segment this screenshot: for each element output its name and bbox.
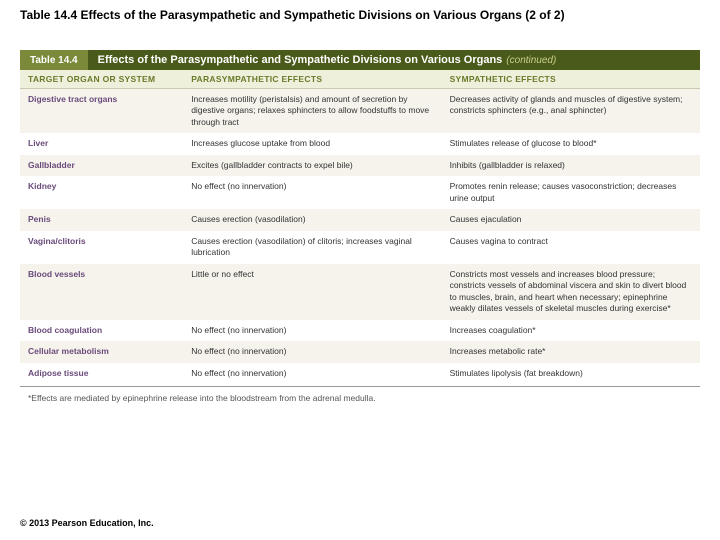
col-header-para: PARASYMPATHETIC EFFECTS — [183, 70, 441, 89]
cell-symp: Causes ejaculation — [442, 209, 700, 230]
cell-symp: Stimulates lipolysis (fat breakdown) — [442, 363, 700, 384]
cell-organ: Vagina/clitoris — [20, 231, 183, 264]
cell-symp: Inhibits (gallbladder is relaxed) — [442, 155, 700, 176]
cell-para: Excites (gallbladder contracts to expel … — [183, 155, 441, 176]
cell-symp: Increases metabolic rate* — [442, 341, 700, 362]
cell-organ: Kidney — [20, 176, 183, 209]
banner-continued: (continued) — [506, 55, 556, 66]
table-footnote: *Effects are mediated by epinephrine rel… — [20, 386, 700, 403]
cell-para: Increases glucose uptake from blood — [183, 133, 441, 154]
cell-para: No effect (no innervation) — [183, 363, 441, 384]
table-row: Kidney No effect (no innervation) Promot… — [20, 176, 700, 209]
table-header-row: TARGET ORGAN OR SYSTEM PARASYMPATHETIC E… — [20, 70, 700, 89]
cell-para: Causes erection (vasodilation) of clitor… — [183, 231, 441, 264]
banner-title-text: Effects of the Parasympathetic and Sympa… — [98, 54, 503, 66]
table-row: Vagina/clitoris Causes erection (vasodil… — [20, 231, 700, 264]
cell-organ: Digestive tract organs — [20, 89, 183, 134]
cell-symp: Stimulates release of glucose to blood* — [442, 133, 700, 154]
cell-symp: Increases coagulation* — [442, 320, 700, 341]
table-row: Liver Increases glucose uptake from bloo… — [20, 133, 700, 154]
cell-symp: Causes vagina to contract — [442, 231, 700, 264]
banner-table-title: Effects of the Parasympathetic and Sympa… — [88, 50, 700, 70]
slide-title: Table 14.4 Effects of the Parasympatheti… — [0, 0, 720, 22]
table-row: Penis Causes erection (vasodilation) Cau… — [20, 209, 700, 230]
cell-organ: Cellular metabolism — [20, 341, 183, 362]
cell-organ: Blood vessels — [20, 264, 183, 320]
table-container: Table 14.4 Effects of the Parasympatheti… — [20, 50, 700, 403]
col-header-organ: TARGET ORGAN OR SYSTEM — [20, 70, 183, 89]
cell-para: Increases motility (peristalsis) and amo… — [183, 89, 441, 134]
cell-symp: Decreases activity of glands and muscles… — [442, 89, 700, 134]
banner-table-number: Table 14.4 — [20, 50, 88, 70]
effects-table: TARGET ORGAN OR SYSTEM PARASYMPATHETIC E… — [20, 70, 700, 384]
table-row: Adipose tissue No effect (no innervation… — [20, 363, 700, 384]
table-row: Digestive tract organs Increases motilit… — [20, 89, 700, 134]
cell-para: Little or no effect — [183, 264, 441, 320]
cell-para: No effect (no innervation) — [183, 341, 441, 362]
table-row: Blood vessels Little or no effect Constr… — [20, 264, 700, 320]
cell-para: No effect (no innervation) — [183, 176, 441, 209]
cell-para: Causes erection (vasodilation) — [183, 209, 441, 230]
table-row: Cellular metabolism No effect (no innerv… — [20, 341, 700, 362]
copyright-text: © 2013 Pearson Education, Inc. — [20, 518, 154, 528]
cell-organ: Adipose tissue — [20, 363, 183, 384]
cell-symp: Constricts most vessels and increases bl… — [442, 264, 700, 320]
col-header-symp: SYMPATHETIC EFFECTS — [442, 70, 700, 89]
cell-organ: Blood coagulation — [20, 320, 183, 341]
cell-organ: Penis — [20, 209, 183, 230]
cell-organ: Liver — [20, 133, 183, 154]
cell-para: No effect (no innervation) — [183, 320, 441, 341]
table-title-banner: Table 14.4 Effects of the Parasympatheti… — [20, 50, 700, 70]
cell-organ: Gallbladder — [20, 155, 183, 176]
table-row: Gallbladder Excites (gallbladder contrac… — [20, 155, 700, 176]
table-row: Blood coagulation No effect (no innervat… — [20, 320, 700, 341]
cell-symp: Promotes renin release; causes vasoconst… — [442, 176, 700, 209]
